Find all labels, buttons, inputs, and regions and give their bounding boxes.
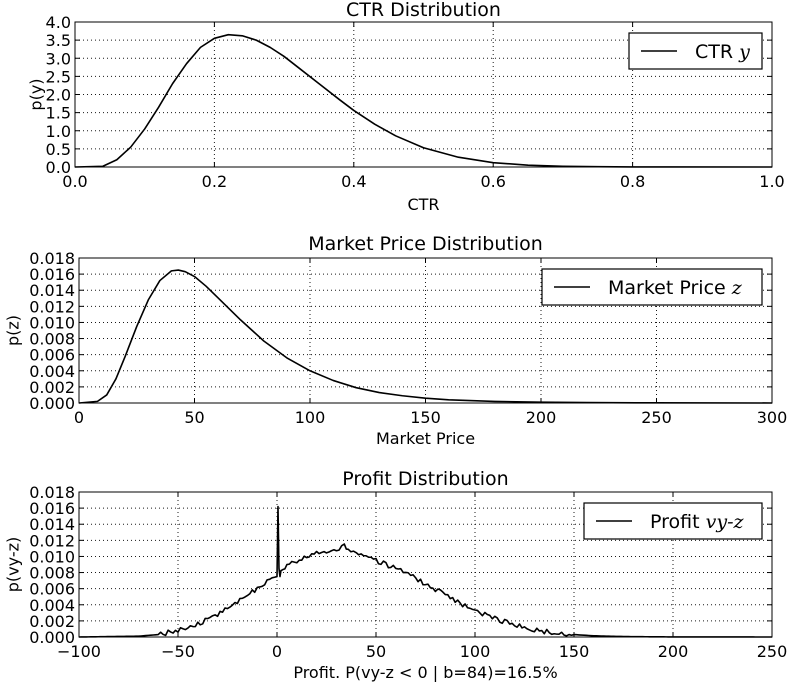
x-tick-label: 100: [295, 408, 326, 427]
y-tick-label: 0.006: [29, 346, 75, 365]
y-tick-label: 0.018: [29, 483, 75, 502]
x-tick-label: 0: [74, 408, 84, 427]
y-tick-label: 1.5: [46, 104, 71, 123]
y-tick-label: 0.000: [29, 394, 75, 413]
x-tick-label: 150: [559, 642, 590, 661]
x-tick-label: 200: [658, 642, 689, 661]
y-tick-label: 0.010: [29, 547, 75, 566]
plot-area-frame: [78, 491, 773, 638]
plot-area-frame: [74, 21, 773, 168]
plot-area-frame: [78, 257, 773, 404]
y-axis-label: p(z): [4, 315, 23, 346]
x-tick-label: 0.4: [341, 172, 366, 191]
y-tick-label: 0.012: [29, 297, 75, 316]
y-axis-label: p(vy-z): [4, 537, 23, 592]
y-tick-label: 0.014: [29, 281, 75, 300]
x-tick-label: 0.8: [620, 172, 645, 191]
y-tick-label: 0.000: [29, 628, 75, 647]
legend-series-name: CTR: [695, 41, 733, 63]
chart-panel-3: Profit Distribution −100 −50 0 50 100 150 200 25…: [4, 468, 788, 682]
y-tick-label: 0.012: [29, 531, 75, 550]
chart-title: CTR Distribution: [346, 0, 501, 21]
x-tick-label: 0.0: [62, 172, 87, 191]
x-tick-label: 0.6: [480, 172, 505, 191]
y-tick-label: 0.002: [29, 612, 75, 631]
y-tick-label: 0.004: [29, 596, 75, 615]
x-tick-label: 0: [272, 642, 282, 661]
y-tick-label: 0.006: [29, 580, 75, 599]
y-tick-label: 0.014: [29, 515, 75, 534]
x-axis-label: Profit. P(vy-z < 0 | b=84)=16.5%: [293, 663, 557, 682]
y-tick-label: 2.5: [46, 67, 71, 86]
legend-series-name: Profit: [650, 511, 700, 533]
y-tick-label: 0.008: [29, 564, 75, 583]
legend-series-math: y: [738, 41, 750, 63]
legend-box: [628, 32, 763, 70]
y-tick-label: 3.5: [46, 31, 71, 50]
legend-series-name: Market Price: [608, 277, 726, 299]
x-tick-label: −100: [57, 642, 101, 661]
x-tick-label: 100: [460, 642, 491, 661]
y-tick-label: 1.0: [46, 122, 71, 141]
chart-title: Market Price Distribution: [308, 233, 543, 255]
y-tick-label: 0.016: [29, 499, 75, 518]
x-tick-label: −50: [161, 642, 195, 661]
chart-panel-2: Market Price Distribution 0 50 100 150 200 250…: [4, 233, 788, 448]
x-tick-label: 50: [366, 642, 386, 661]
series-line-1: [74, 33, 773, 168]
chart-title: Profit Distribution: [342, 468, 508, 490]
legend-series-math: vy-z: [706, 511, 745, 533]
legend-label: Market Price z: [608, 277, 743, 299]
x-tick-label: 1.0: [759, 172, 784, 191]
x-axis-label: Market Price: [376, 429, 475, 448]
y-tick-label: 2.0: [46, 86, 71, 105]
x-tick-label: 50: [184, 408, 204, 427]
x-tick-label: 0.2: [202, 172, 227, 191]
x-tick-label: 150: [410, 408, 441, 427]
y-tick-label: 0.018: [29, 249, 75, 268]
y-tick-label: 0.010: [29, 313, 75, 332]
x-tick-label: 250: [757, 642, 788, 661]
legend-series-math: z: [731, 277, 743, 299]
y-tick-label: 0.004: [29, 362, 75, 381]
y-tick-label: 0.016: [29, 265, 75, 284]
y-tick-label: 0.008: [29, 330, 75, 349]
x-tick-label: 300: [757, 408, 788, 427]
x-axis-label: CTR: [407, 195, 439, 214]
legend-label: Profit vy-z: [650, 511, 744, 533]
y-tick-label: 0.0: [46, 158, 71, 177]
y-axis-label: p(y): [27, 78, 46, 110]
y-tick-label: 0.5: [46, 140, 71, 159]
series-line-2: [78, 269, 773, 404]
y-tick-label: 0.002: [29, 378, 75, 397]
legend-label: CTR y: [695, 41, 750, 63]
y-tick-label: 4.0: [46, 13, 71, 32]
y-tick-label: 3.0: [46, 49, 71, 68]
x-tick-label: 200: [526, 408, 557, 427]
x-tick-label: 250: [641, 408, 672, 427]
